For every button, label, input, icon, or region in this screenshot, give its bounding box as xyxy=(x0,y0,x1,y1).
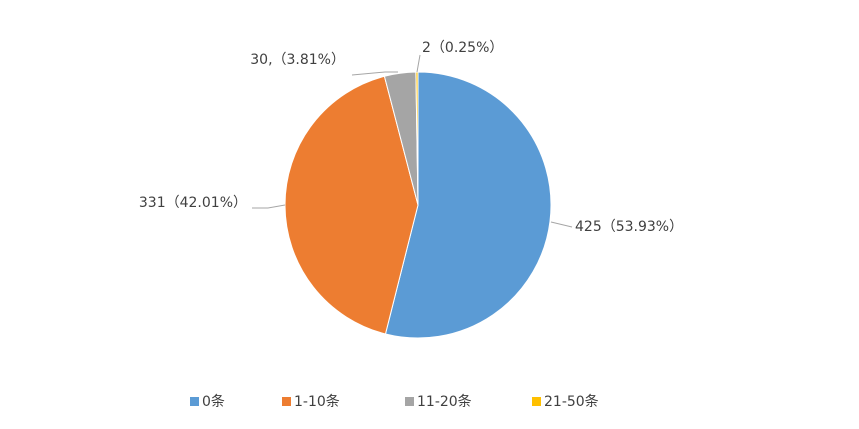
pie-slice xyxy=(384,71,552,339)
legend: 0条 1-10条 11-20条 21-50条 xyxy=(190,393,599,410)
legend-swatch xyxy=(282,397,291,406)
legend-swatch xyxy=(190,397,199,406)
data-label: 331（42.01%） xyxy=(139,195,247,211)
legend-swatch xyxy=(532,397,541,406)
data-labels: 425（53.93%） 331（42.01%） 30,（3.81%） 2（0.25%） xyxy=(139,40,683,235)
legend-label: 11-20条 xyxy=(417,393,472,410)
pie-slice xyxy=(415,71,419,206)
data-label: 30,（3.81%） xyxy=(250,52,345,68)
legend-label: 21-50条 xyxy=(544,393,599,410)
leader-line xyxy=(252,204,286,209)
data-label: 425（53.93%） xyxy=(575,219,683,235)
legend-swatch xyxy=(405,397,414,406)
leader-line xyxy=(416,54,421,73)
legend-label: 0条 xyxy=(202,393,225,410)
pie-slice xyxy=(284,75,419,335)
legend-label: 1-10条 xyxy=(294,393,340,410)
data-label: 2（0.25%） xyxy=(422,40,503,56)
leader-line xyxy=(351,71,398,76)
pie xyxy=(284,71,552,339)
leader-line xyxy=(550,221,573,228)
